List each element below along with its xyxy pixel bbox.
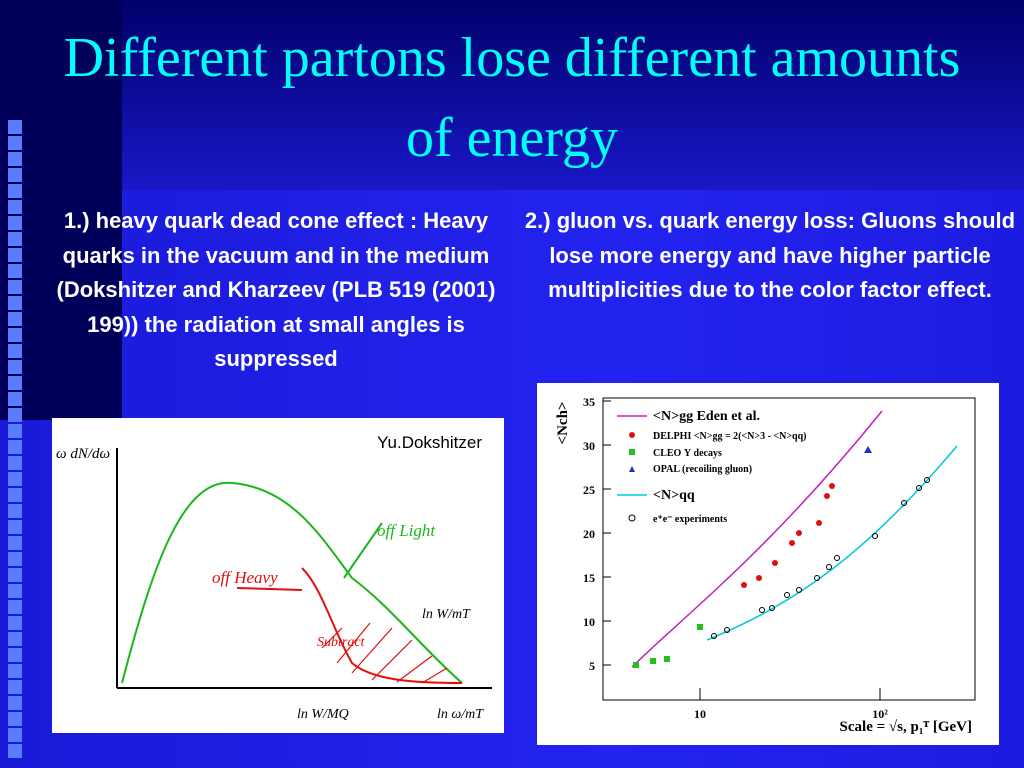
y-tick-label: 5 bbox=[589, 659, 595, 673]
square bbox=[8, 120, 22, 134]
x-label: Scale = √s, p₁ᵀ [GeV] bbox=[840, 719, 972, 735]
square bbox=[8, 712, 22, 726]
square bbox=[8, 296, 22, 310]
square bbox=[8, 696, 22, 710]
sketch: Yu.Dokshitzer ω dN/dω off Light off Heav… bbox=[56, 433, 492, 722]
cleo-points bbox=[633, 624, 703, 668]
arrow bbox=[236, 587, 303, 591]
square bbox=[8, 568, 22, 582]
gg-curve bbox=[631, 410, 883, 668]
square bbox=[8, 632, 22, 646]
legend-entry: CLEO Υ decays bbox=[653, 448, 722, 459]
legend-entry: OPAL (recoiling gluon) bbox=[653, 464, 752, 475]
legend-entry: e⁺e⁻ experiments bbox=[653, 514, 727, 525]
y-label: ω dN/dω bbox=[56, 446, 110, 462]
y-label: <Nch> bbox=[555, 402, 571, 445]
title: Different partons lose different amounts… bbox=[63, 27, 961, 169]
legend-entry: <N>gg Eden et al. bbox=[653, 409, 760, 424]
label: off Light bbox=[377, 521, 436, 540]
point-one: 1.) heavy quark dead cone effect : Heavy… bbox=[56, 208, 496, 371]
point-two: 2.) gluon vs. quark energy loss: Gluons … bbox=[524, 208, 1016, 302]
square bbox=[8, 552, 22, 566]
square bbox=[8, 328, 22, 342]
square bbox=[8, 648, 22, 662]
plot-figure: <Nch> Scale = √s, p₁ᵀ [GeV] <N>gg Eden e… bbox=[537, 383, 999, 745]
square bbox=[8, 232, 22, 246]
square bbox=[8, 248, 22, 262]
square bbox=[8, 456, 22, 470]
arrow bbox=[343, 522, 383, 579]
label: ln W/mT bbox=[422, 607, 471, 622]
label: off Heavy bbox=[212, 568, 278, 587]
square bbox=[8, 488, 22, 502]
square bbox=[8, 136, 22, 150]
square bbox=[8, 504, 22, 518]
square bbox=[8, 264, 22, 278]
square bbox=[8, 664, 22, 678]
opal-point bbox=[864, 446, 872, 453]
legend-entry: DELPHI <N>gg = 2(<N>3 - <N>qq) bbox=[653, 431, 807, 442]
square bbox=[8, 376, 22, 390]
y-tick-label: 35 bbox=[583, 395, 595, 409]
square bbox=[8, 472, 22, 486]
square bbox=[8, 584, 22, 598]
label: ln ω/mT bbox=[437, 707, 484, 722]
square bbox=[8, 744, 22, 758]
y-tick-label: 25 bbox=[583, 483, 595, 497]
square bbox=[8, 184, 22, 198]
square bbox=[8, 424, 22, 438]
x-tick-label: 10 bbox=[694, 707, 706, 721]
legend-entry: <N>qq bbox=[653, 488, 695, 503]
plot-frame bbox=[602, 397, 976, 701]
square bbox=[8, 216, 22, 230]
square bbox=[8, 200, 22, 214]
y-tick-label: 30 bbox=[583, 439, 595, 453]
y-tick-label: 20 bbox=[583, 527, 595, 541]
square bbox=[8, 616, 22, 630]
square bbox=[8, 152, 22, 166]
heavy-curve bbox=[301, 567, 463, 684]
square bbox=[8, 520, 22, 534]
y-tick-label: 10 bbox=[583, 615, 595, 629]
x-tick-label: 10² bbox=[872, 707, 888, 721]
credit: Yu.Dokshitzer bbox=[377, 433, 482, 452]
label: ln W/MQ bbox=[297, 707, 349, 722]
y-tick-label: 15 bbox=[583, 571, 595, 585]
square bbox=[8, 408, 22, 422]
top-band bbox=[0, 0, 1024, 190]
sketch-figure: Yu.Dokshitzer ω dN/dω off Light off Heav… bbox=[52, 418, 504, 733]
square bbox=[8, 344, 22, 358]
ee-points bbox=[711, 477, 930, 639]
square bbox=[8, 536, 22, 550]
square bbox=[8, 440, 22, 454]
square bbox=[8, 312, 22, 326]
square bbox=[8, 680, 22, 694]
square bbox=[8, 360, 22, 374]
square bbox=[8, 728, 22, 742]
label: Subtract bbox=[317, 635, 366, 650]
plot: <Nch> Scale = √s, p₁ᵀ [GeV] <N>gg Eden e… bbox=[555, 395, 976, 735]
light-curve bbox=[121, 481, 463, 684]
hatch bbox=[321, 622, 448, 684]
square bbox=[8, 280, 22, 294]
square bbox=[8, 392, 22, 406]
square bbox=[8, 600, 22, 614]
square bbox=[8, 168, 22, 182]
qq-curve bbox=[706, 445, 958, 641]
delphi-points bbox=[741, 483, 835, 588]
legend: <N>gg Eden et al. DELPHI <N>gg = 2(<N>3 … bbox=[617, 409, 807, 525]
